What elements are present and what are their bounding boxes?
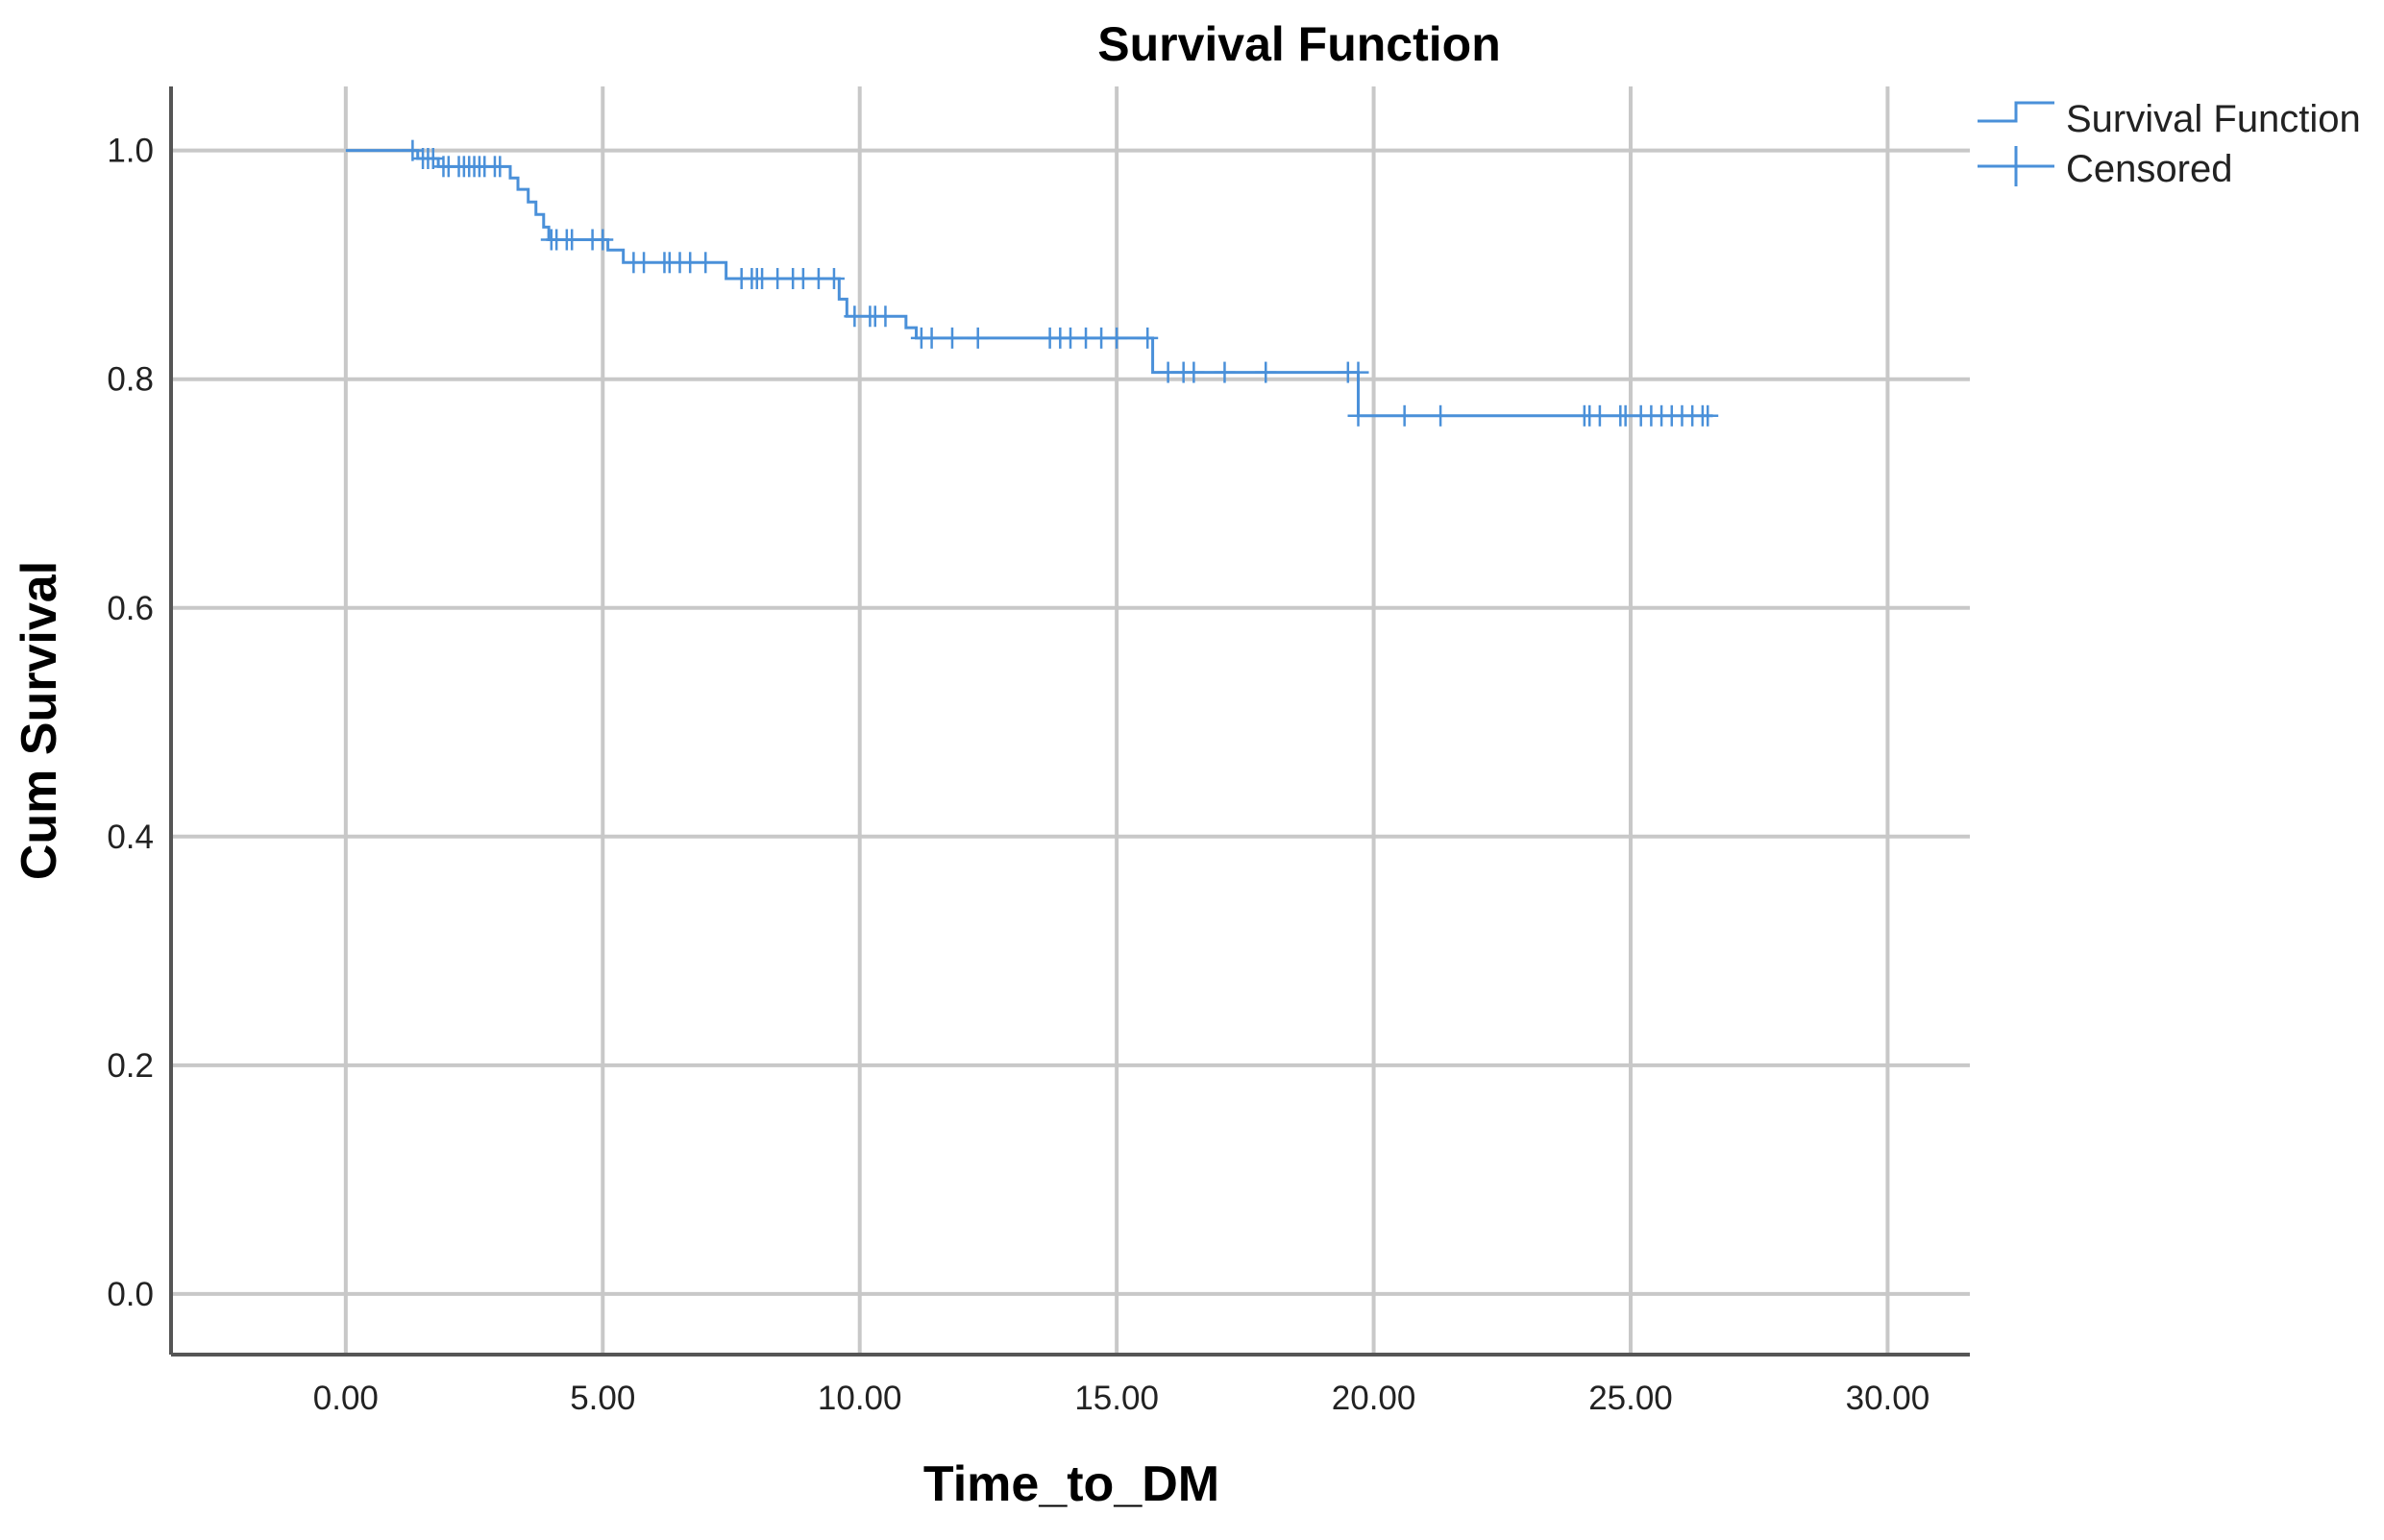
legend-label-censored: Censored: [2066, 148, 2232, 190]
censored-marker: [1588, 404, 1610, 427]
censored-marker: [561, 229, 583, 251]
censored-marker: [1255, 361, 1277, 383]
censored-marker: [695, 252, 717, 274]
gridlines: [171, 86, 1970, 1355]
x-axis-title: Time_to_DM: [923, 1456, 1219, 1512]
x-tick-labels: 0.00 5.00 10.00 15.00 20.00 25.00 30.00: [313, 1380, 1929, 1417]
x-tick-label: 0.00: [313, 1380, 379, 1417]
censored-marker: [633, 252, 655, 274]
chart-title: Survival Function: [1097, 17, 1501, 71]
censored-marker: [489, 156, 511, 178]
legend-label-survival-function: Survival Function: [2066, 98, 2361, 140]
y-tick-label: 0.2: [107, 1047, 154, 1085]
censored-marker: [1214, 361, 1236, 383]
y-axis-title: Cum Survival: [12, 561, 67, 880]
legend-step-swatch: [1978, 101, 2054, 123]
legend-item-survival-function: Survival Function: [1978, 98, 2361, 140]
censored-marker: [1347, 404, 1369, 427]
censored-marker: [1430, 404, 1452, 427]
survival-function-line: [345, 149, 1713, 418]
axes: [169, 86, 1970, 1357]
x-tick-label: 25.00: [1588, 1380, 1673, 1417]
x-tick-label: 20.00: [1332, 1380, 1416, 1417]
y-tick-label: 1.0: [107, 133, 154, 170]
plot-series: [345, 139, 1719, 427]
censored-marker: [921, 327, 943, 349]
x-tick-label: 5.00: [570, 1380, 635, 1417]
legend-item-censored: Censored: [1978, 146, 2232, 190]
censored-marker: [1183, 361, 1205, 383]
censored-marker: [1697, 404, 1719, 427]
y-tick-label: 0.8: [107, 361, 154, 399]
x-tick-label: 10.00: [818, 1380, 902, 1417]
censored-marker: [967, 327, 989, 349]
censored-marker: [1106, 327, 1128, 349]
y-tick-labels: 0.0 0.2 0.4 0.6 0.8 1.0: [107, 133, 154, 1313]
y-tick-label: 0.4: [107, 819, 154, 856]
censored-marker: [592, 229, 614, 251]
x-tick-label: 30.00: [1846, 1380, 1930, 1417]
censored-marker: [1137, 327, 1159, 349]
censored-marker: [874, 306, 897, 328]
y-tick-label: 0.0: [107, 1276, 154, 1313]
y-tick-label: 0.6: [107, 590, 154, 627]
legend: Survival Function Censored: [1978, 98, 2361, 190]
x-tick-label: 15.00: [1074, 1380, 1159, 1417]
censored-marker: [823, 267, 845, 289]
censored-marker: [941, 327, 963, 349]
censored-marker: [1393, 404, 1415, 427]
censored-marker: [1347, 361, 1369, 383]
